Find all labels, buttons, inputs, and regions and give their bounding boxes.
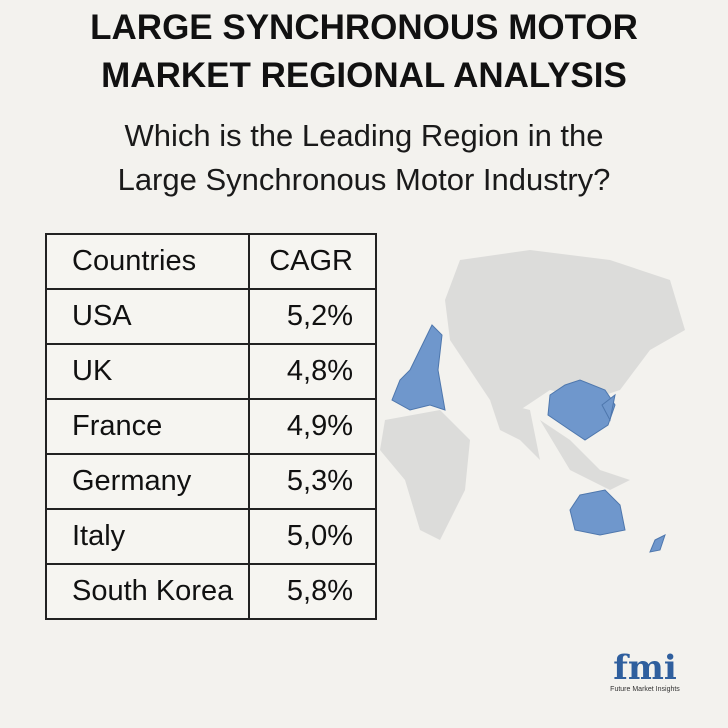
land [380,250,685,540]
logo-mark: fmi [613,648,677,688]
highlighted-regions [391,324,666,553]
table-row: France 4,9% [45,398,377,455]
table-row: Germany 5,3% [45,453,377,510]
table-row: Italy 5,0% [45,508,377,565]
country-cell: France [45,398,250,455]
country-cell: USA [45,288,250,345]
cagr-cell: 5,2% [248,288,377,345]
cagr-table: Countries CAGR USA 5,2% UK 4,8% France 4,9% Ge… [45,233,377,620]
table-row: USA 5,2% [45,288,377,345]
title: LARGE SYNCHRONOUS MOTOR MARKET REGIONAL … [0,4,728,100]
subtitle: Which is the Leading Region in the Large… [0,114,728,202]
cagr-cell: 5,0% [248,508,377,565]
cagr-cell: 4,8% [248,343,377,400]
title-line: MARKET REGIONAL ANALYSIS [101,56,627,95]
logo: fmi Future Market Insights [600,650,690,693]
subtitle-line: Which is the Leading Region in the [124,118,604,153]
cagr-cell: 5,8% [248,563,377,620]
country-cell: UK [45,343,250,400]
world-map [380,250,685,553]
table-body: Countries CAGR USA 5,2% UK 4,8% France 4,9% Ge… [45,233,377,620]
column-header: Countries [45,233,250,290]
cagr-cell: 5,3% [248,453,377,510]
column-header: CAGR [248,233,377,290]
country-cell: Italy [45,508,250,565]
country-cell: Germany [45,453,250,510]
table-header-row: Countries CAGR [45,233,377,290]
cagr-cell: 4,9% [248,398,377,455]
country-cell: South Korea [45,563,250,620]
table-row: South Korea 5,8% [45,563,377,620]
table-row: UK 4,8% [45,343,377,400]
subtitle-line: Large Synchronous Motor Industry? [117,162,611,197]
title-line: LARGE SYNCHRONOUS MOTOR [90,8,638,47]
logo-name: Future Market Insights [610,686,680,693]
